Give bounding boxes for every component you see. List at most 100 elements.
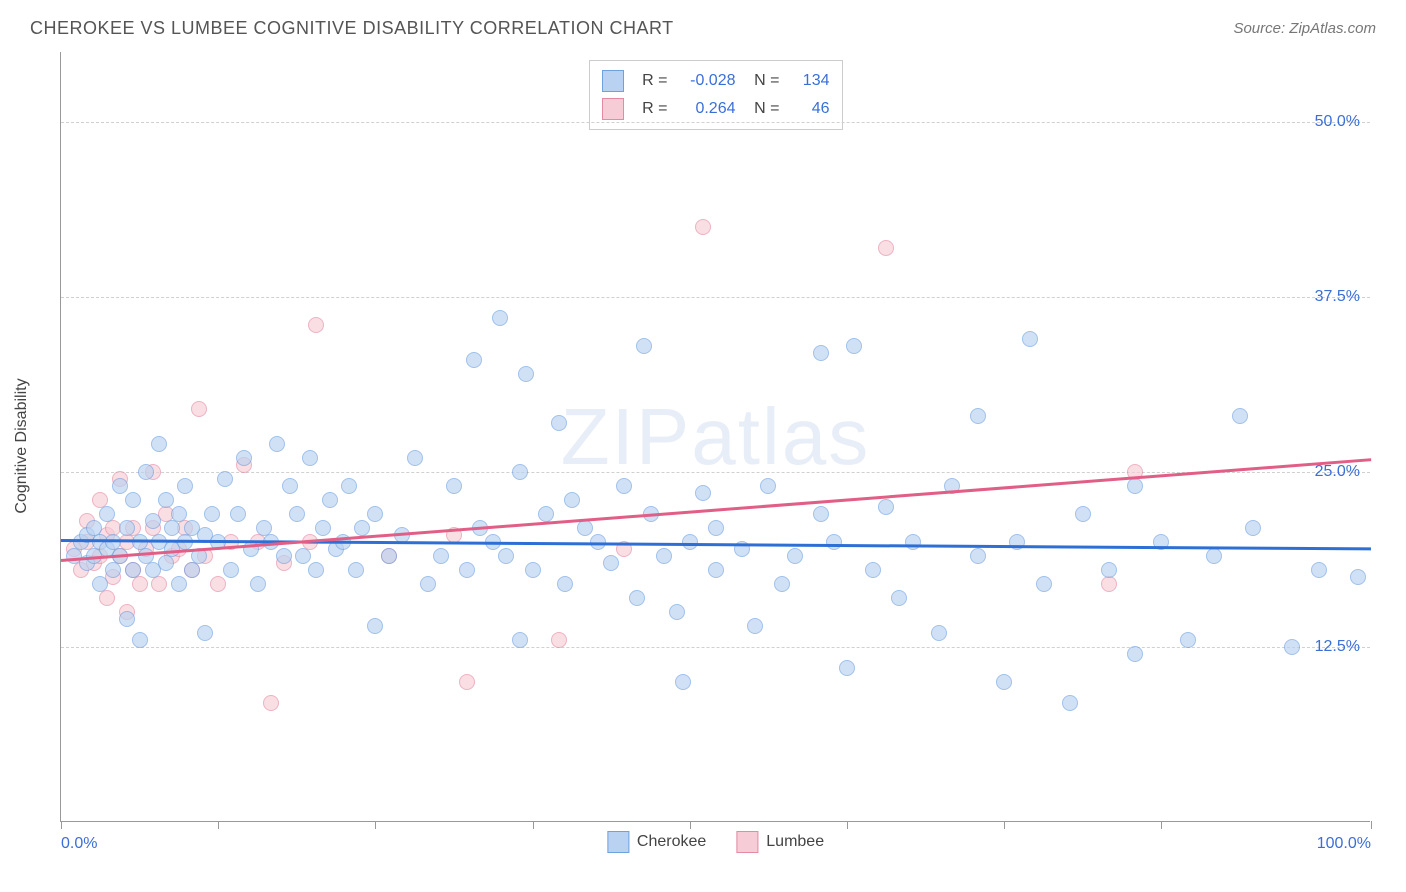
data-point [289, 506, 305, 522]
data-point [92, 576, 108, 592]
data-point [459, 562, 475, 578]
swatch-cherokee [602, 70, 624, 92]
data-point [996, 674, 1012, 690]
data-point [322, 492, 338, 508]
data-point [269, 436, 285, 452]
data-point [1232, 408, 1248, 424]
data-point [191, 401, 207, 417]
data-point [367, 618, 383, 634]
data-point [695, 485, 711, 501]
x-tick [375, 821, 376, 829]
data-point [99, 590, 115, 606]
chart-container: CHEROKEE VS LUMBEE COGNITIVE DISABILITY … [0, 0, 1406, 892]
data-point [210, 576, 226, 592]
data-point [813, 345, 829, 361]
series-legend: Cherokee Lumbee [607, 831, 824, 853]
data-point [263, 695, 279, 711]
data-point [119, 520, 135, 536]
x-tick [533, 821, 534, 829]
data-point [158, 492, 174, 508]
data-point [204, 506, 220, 522]
data-point [538, 506, 554, 522]
stats-row-cherokee: R = -0.028 N = 134 [602, 67, 830, 95]
data-point [171, 576, 187, 592]
data-point [197, 625, 213, 641]
chart-header: CHEROKEE VS LUMBEE COGNITIVE DISABILITY … [30, 18, 1376, 39]
n-label: N = [746, 100, 780, 118]
r-label: R = [634, 72, 668, 90]
y-tick-label: 25.0% [1315, 463, 1360, 481]
data-point [112, 478, 128, 494]
x-tick [1161, 821, 1162, 829]
data-point [276, 548, 292, 564]
data-point [217, 471, 233, 487]
data-point [184, 562, 200, 578]
data-point [878, 240, 894, 256]
data-point [341, 478, 357, 494]
data-point [230, 506, 246, 522]
data-point [1180, 632, 1196, 648]
y-axis-title: Cognitive Disability [13, 378, 31, 513]
x-tick [690, 821, 691, 829]
legend-label: Lumbee [766, 833, 824, 851]
data-point [512, 632, 528, 648]
n-label: N = [746, 72, 780, 90]
data-point [171, 506, 187, 522]
data-point [151, 436, 167, 452]
y-tick-label: 50.0% [1315, 113, 1360, 131]
data-point [1245, 520, 1261, 536]
data-point [308, 562, 324, 578]
data-point [865, 562, 881, 578]
x-tick [61, 821, 62, 829]
data-point [891, 590, 907, 606]
data-point [1127, 646, 1143, 662]
data-point [518, 366, 534, 382]
data-point [132, 576, 148, 592]
data-point [1022, 331, 1038, 347]
data-point [407, 450, 423, 466]
source-attribution: Source: ZipAtlas.com [1233, 20, 1376, 37]
data-point [1062, 695, 1078, 711]
grid-line [61, 297, 1370, 298]
data-point [177, 478, 193, 494]
data-point [315, 520, 331, 536]
data-point [813, 506, 829, 522]
data-point [105, 562, 121, 578]
legend-item-lumbee: Lumbee [736, 831, 824, 853]
swatch-lumbee [602, 98, 624, 120]
data-point [250, 576, 266, 592]
data-point [603, 555, 619, 571]
data-point [708, 520, 724, 536]
data-point [636, 338, 652, 354]
data-point [931, 625, 947, 641]
x-tick [218, 821, 219, 829]
data-point [708, 562, 724, 578]
data-point [151, 576, 167, 592]
data-point [760, 478, 776, 494]
data-point [695, 219, 711, 235]
data-point [616, 478, 632, 494]
data-point [236, 450, 252, 466]
data-point [138, 464, 154, 480]
data-point [119, 611, 135, 627]
data-point [1206, 548, 1222, 564]
data-point [669, 604, 685, 620]
grid-line [61, 122, 1370, 123]
legend-label: Cherokee [637, 833, 706, 851]
r-value-lumbee: 0.264 [678, 100, 736, 118]
data-point [774, 576, 790, 592]
data-point [1036, 576, 1052, 592]
data-point [302, 450, 318, 466]
data-point [675, 674, 691, 690]
data-point [787, 548, 803, 564]
n-value-lumbee: 46 [790, 100, 830, 118]
data-point [498, 548, 514, 564]
data-point [125, 562, 141, 578]
y-tick-label: 37.5% [1315, 288, 1360, 306]
r-label: R = [634, 100, 668, 118]
data-point [839, 660, 855, 676]
data-point [367, 506, 383, 522]
data-point [1284, 639, 1300, 655]
data-point [381, 548, 397, 564]
data-point [656, 548, 672, 564]
